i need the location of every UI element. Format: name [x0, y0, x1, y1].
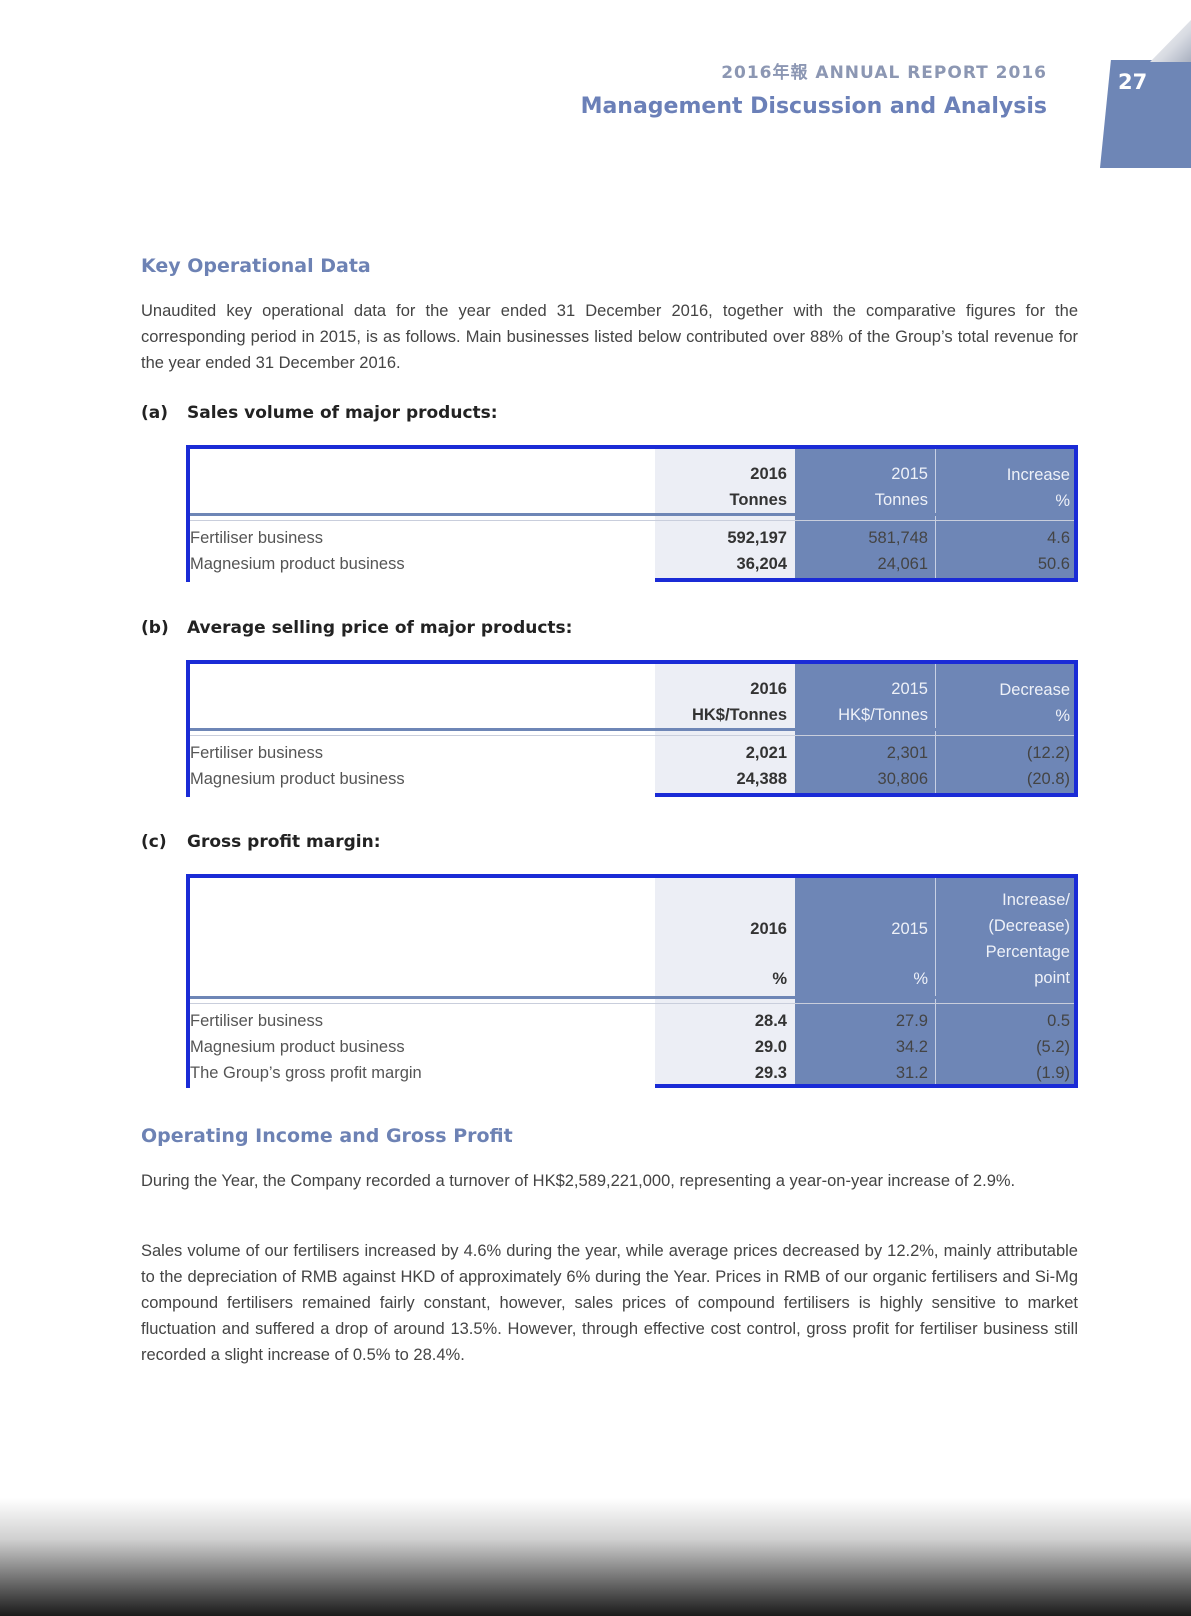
table-b-head-change: Decrease [999, 681, 1070, 699]
table-c-head-change-line2: (Decrease) [988, 917, 1070, 935]
table-c-row-change: (1.9) [1036, 1064, 1070, 1082]
table-b-row-2016: 2,021 [745, 744, 787, 762]
table-c-head-change-line3: Percentage [985, 943, 1070, 961]
table-a-unit-2016: Tonnes [729, 491, 787, 509]
table-c-row-2015: 34.2 [895, 1038, 928, 1056]
table-gross-margin: 2016 2015 Increase/ (Decrease) Percentag… [186, 874, 1078, 1088]
table-b-row-2015: 30,806 [877, 770, 928, 788]
table-b-heading: (b) Average selling price of major produc… [141, 618, 572, 638]
table-c-row-2016: 29.0 [754, 1038, 787, 1056]
table-a-head-2016: 2016 [750, 465, 787, 483]
table-a-row-change: 50.6 [1037, 555, 1070, 573]
header-year-label: 2016年報 ANNUAL REPORT 2016 [721, 63, 1047, 83]
table-c-row-change: (5.2) [1036, 1038, 1070, 1056]
table-b-row-2016: 24,388 [736, 770, 787, 788]
table-c-row-2015: 27.9 [895, 1012, 928, 1030]
table-c-head-change-line4: point [1034, 969, 1070, 987]
page-bottom-shadow [0, 1498, 1191, 1616]
table-b-row-label: Fertiliser business [190, 744, 323, 762]
table-a-row-label: Fertiliser business [190, 529, 323, 547]
table-a-label: (a) [141, 403, 169, 423]
key-ops-intro: Unaudited key operational data for the y… [141, 302, 1078, 372]
table-b-row-change: (12.2) [1026, 744, 1070, 762]
table-b-row-label: Magnesium product business [190, 770, 405, 788]
op-income-para1: During the Year, the Company recorded a … [141, 1172, 1016, 1190]
table-a-row-2016: 36,204 [736, 555, 787, 573]
table-c-label: (c) [141, 832, 167, 852]
table-c-head-change-line1: Increase/ [1002, 891, 1070, 909]
table-b-title: Average selling price of major products: [187, 618, 573, 638]
key-ops-title: Key Operational Data [141, 255, 371, 277]
table-a-row-label: Magnesium product business [190, 555, 405, 573]
table-c-row-2016: 28.4 [754, 1012, 787, 1030]
page-curl [1150, 20, 1191, 62]
table-c-row-change: 0.5 [1047, 1012, 1070, 1030]
table-c-row-label: Magnesium product business [190, 1038, 405, 1056]
table-b-unit-change: % [1055, 707, 1070, 725]
table-a-heading: (a) Sales volume of major products: [141, 403, 498, 423]
table-c-unit-2015: % [913, 970, 928, 988]
table-b-head-2016: 2016 [750, 680, 787, 698]
table-c-title: Gross profit margin: [187, 832, 381, 852]
op-income-para2: Sales volume of our fertilisers increase… [141, 1242, 1078, 1364]
table-c-row-2016: 29.3 [754, 1064, 787, 1082]
table-c-heading: (c) Gross profit margin: [141, 832, 381, 852]
page-number: 27 [1118, 70, 1148, 94]
table-a-unit-change: % [1055, 492, 1070, 510]
table-c-unit-2016: % [772, 970, 787, 988]
table-a-title: Sales volume of major products: [187, 403, 498, 423]
table-a-row-2015: 24,061 [877, 555, 928, 573]
table-c-head-2016: 2016 [750, 920, 787, 938]
table-b-row-2015: 2,301 [886, 744, 928, 762]
table-a-row-change: 4.6 [1047, 529, 1070, 547]
table-c-row-label: The Group’s gross profit margin [190, 1064, 422, 1082]
table-b-unit-2016: HK$/Tonnes [691, 706, 787, 724]
header-title: Management Discussion and Analysis [580, 94, 1047, 119]
table-sales-volume: 2016 2015 Increase Tonnes Tonnes % Ferti… [186, 445, 1078, 582]
table-b-label: (b) [141, 618, 169, 638]
table-c-row-2015: 31.2 [895, 1064, 928, 1082]
table-a-row-2016: 592,197 [727, 529, 787, 547]
op-income-title: Operating Income and Gross Profit [141, 1125, 513, 1147]
table-a-head-change: Increase [1006, 466, 1070, 484]
table-a-row-2015: 581,748 [868, 529, 928, 547]
table-a-head-2015: 2015 [891, 465, 928, 483]
table-a-unit-2015: Tonnes [874, 491, 928, 509]
table-avg-price: 2016 2015 Decrease HK$/Tonnes HK$/Tonnes… [186, 660, 1078, 797]
table-b-row-change: (20.8) [1026, 770, 1070, 788]
table-c-row-label: Fertiliser business [190, 1012, 323, 1030]
table-b-head-2015: 2015 [891, 680, 928, 698]
table-b-unit-2015: HK$/Tonnes [838, 706, 928, 724]
table-c-head-2015: 2015 [891, 920, 928, 938]
page-tab [1100, 60, 1191, 168]
